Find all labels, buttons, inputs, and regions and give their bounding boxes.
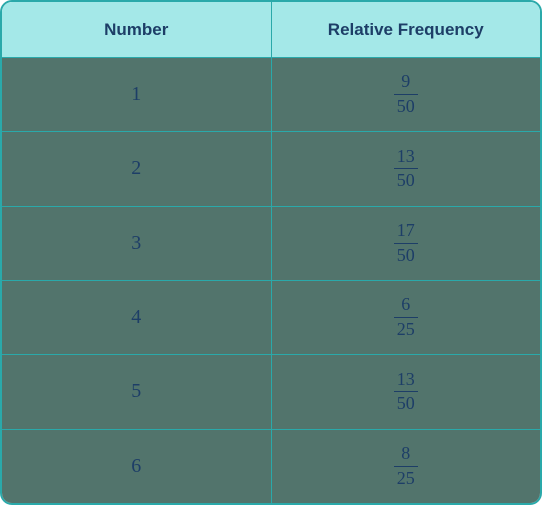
table-row: 5 13 50 <box>2 354 540 428</box>
fraction: 17 50 <box>394 221 418 266</box>
number-cell: 5 <box>2 355 272 428</box>
fraction-bar <box>394 94 418 95</box>
fraction-denominator: 50 <box>394 171 418 191</box>
fraction-denominator: 25 <box>394 469 418 489</box>
fraction-numerator: 9 <box>398 72 413 92</box>
number-cell: 6 <box>2 430 272 503</box>
table-row: 3 17 50 <box>2 206 540 280</box>
fraction-numerator: 13 <box>394 147 418 167</box>
fraction: 13 50 <box>394 147 418 192</box>
column-header-number: Number <box>2 2 272 57</box>
table-row: 1 9 50 <box>2 57 540 131</box>
table-row: 2 13 50 <box>2 131 540 205</box>
table-row: 6 8 25 <box>2 429 540 503</box>
table-header-row: Number Relative Frequency <box>2 2 540 57</box>
fraction-bar <box>394 466 418 467</box>
fraction: 6 25 <box>394 295 418 340</box>
fraction: 13 50 <box>394 370 418 415</box>
frequency-cell: 17 50 <box>272 207 541 280</box>
frequency-table: Number Relative Frequency 1 9 50 2 13 50 <box>0 0 542 505</box>
fraction-denominator: 25 <box>394 320 418 340</box>
fraction-denominator: 50 <box>394 394 418 414</box>
column-header-frequency: Relative Frequency <box>272 2 541 57</box>
frequency-cell: 13 50 <box>272 355 541 428</box>
frequency-cell: 8 25 <box>272 430 541 503</box>
fraction-numerator: 13 <box>394 370 418 390</box>
number-cell: 4 <box>2 281 272 354</box>
table-row: 4 6 25 <box>2 280 540 354</box>
frequency-cell: 13 50 <box>272 132 541 205</box>
fraction-bar <box>394 168 418 169</box>
fraction-numerator: 8 <box>398 444 413 464</box>
fraction-numerator: 6 <box>398 295 413 315</box>
table-body: Number Relative Frequency 1 9 50 2 13 50 <box>2 2 540 503</box>
number-cell: 1 <box>2 58 272 131</box>
fraction-bar <box>394 317 418 318</box>
fraction-denominator: 50 <box>394 246 418 266</box>
fraction-numerator: 17 <box>394 221 418 241</box>
number-cell: 2 <box>2 132 272 205</box>
frequency-cell: 9 50 <box>272 58 541 131</box>
number-cell: 3 <box>2 207 272 280</box>
frequency-cell: 6 25 <box>272 281 541 354</box>
fraction: 8 25 <box>394 444 418 489</box>
fraction-denominator: 50 <box>394 97 418 117</box>
fraction: 9 50 <box>394 72 418 117</box>
fraction-bar <box>394 391 418 392</box>
fraction-bar <box>394 243 418 244</box>
